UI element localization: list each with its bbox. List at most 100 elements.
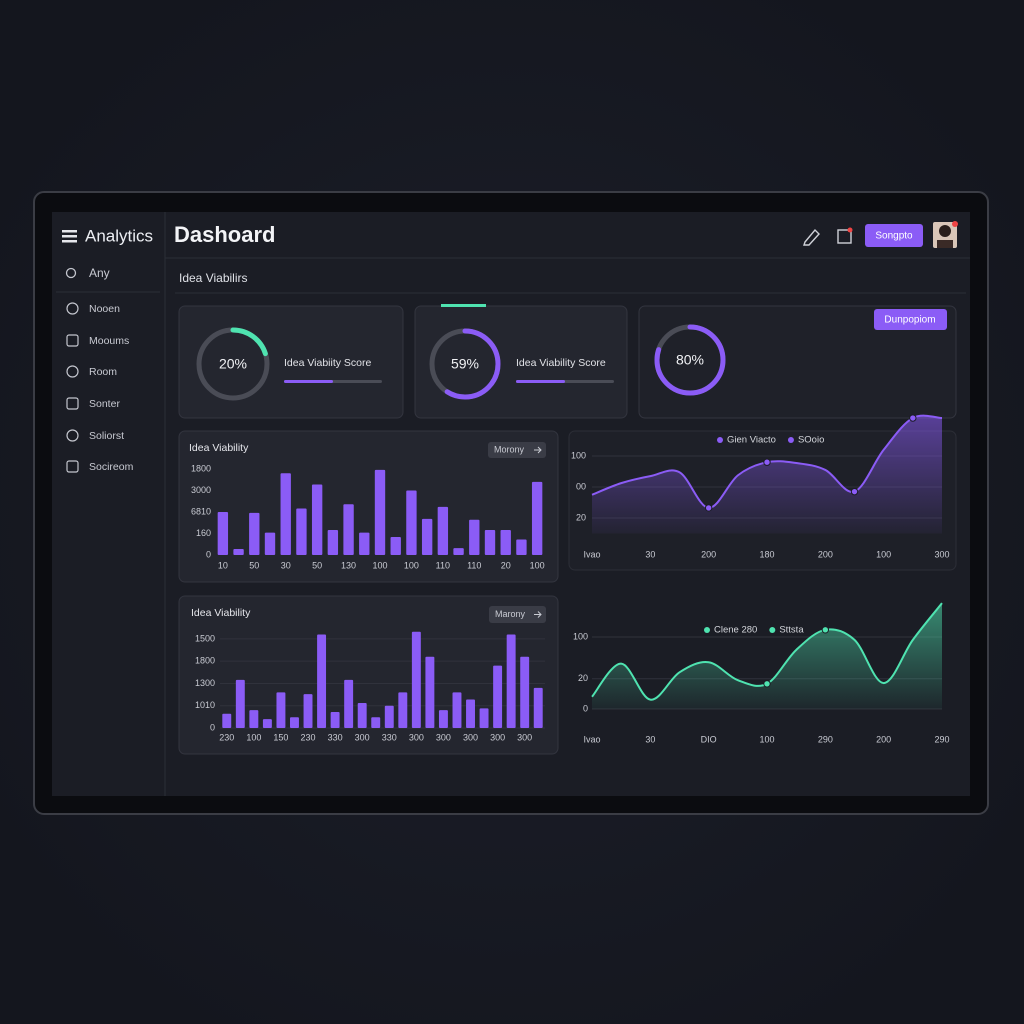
sidebar-title: Analytics	[85, 226, 153, 245]
bar	[233, 548, 244, 555]
chart-button-label: Morony	[494, 444, 525, 454]
chart-button[interactable]	[488, 442, 546, 458]
icon-bar	[62, 240, 77, 243]
x-tick-label: 20	[501, 560, 511, 570]
y-tick-label: 0	[210, 722, 215, 732]
kpi-card	[178, 305, 404, 419]
notification-dot	[847, 227, 853, 233]
x-tick-label: 100	[876, 549, 891, 559]
legend-dot	[704, 627, 710, 633]
nav-item[interactable]: Soliorst	[89, 430, 124, 442]
x-tick-label: 290	[818, 734, 833, 744]
x-tick-label: 200	[876, 734, 891, 744]
y-tick-label: 1800	[191, 463, 211, 473]
bar	[311, 484, 323, 555]
nav-item[interactable]: Socireom	[89, 461, 134, 473]
search-icon	[65, 267, 77, 279]
page-title: Dashoard	[174, 222, 275, 247]
arrow-icon	[534, 611, 542, 618]
bar	[437, 506, 449, 555]
x-tick-label: 300	[355, 732, 370, 742]
bar	[493, 665, 503, 728]
bar	[344, 679, 354, 728]
bar	[520, 656, 530, 728]
kpi-button[interactable]	[874, 309, 947, 330]
nav-item[interactable]: Mooums	[89, 335, 129, 347]
nav-icon	[66, 397, 79, 410]
bar	[371, 717, 381, 728]
nav-icon	[66, 429, 79, 442]
kpi-label: Idea Viabiity Score	[284, 357, 372, 369]
nav-item[interactable]: Nooen	[89, 303, 120, 315]
bar	[500, 530, 511, 555]
bar	[469, 519, 480, 555]
point-marker	[850, 487, 859, 496]
y-tick-label: 1800	[195, 656, 215, 666]
x-tick-label: 150	[273, 732, 288, 742]
x-tick-label: 200	[701, 549, 716, 559]
x-tick-label: 330	[328, 732, 343, 742]
kpi-value: 80%	[676, 352, 704, 368]
avatar-body	[937, 240, 953, 248]
ring-arc	[429, 328, 501, 400]
nav-item[interactable]: Room	[89, 366, 117, 378]
legend-label: Clene 280	[714, 625, 757, 636]
kpi-card	[414, 305, 628, 419]
kpi-button-label: Dunpopiom	[884, 315, 935, 326]
bar	[217, 512, 229, 555]
bar	[330, 711, 340, 728]
chart-title: Idea Viability	[189, 442, 249, 454]
nav-item[interactable]: Any	[89, 266, 110, 280]
point-marker	[821, 626, 830, 634]
x-tick-label: 100	[759, 734, 774, 744]
arrow-icon	[534, 446, 542, 454]
progress-bar	[516, 380, 565, 383]
y-tick-label: 3000	[191, 485, 211, 495]
legend-dot	[769, 627, 776, 633]
bar	[506, 634, 516, 728]
x-tick-label: DIO	[701, 734, 717, 744]
x-tick-label: 300	[463, 732, 478, 742]
nav-item[interactable]: Sonter	[89, 398, 120, 410]
legend-label: Gien Viacto	[727, 435, 776, 446]
bar	[357, 703, 367, 728]
bar	[466, 699, 475, 728]
header-button[interactable]	[865, 224, 923, 247]
nav-icon	[66, 365, 79, 378]
bar	[452, 692, 462, 728]
area-fill	[592, 603, 942, 709]
bar	[249, 710, 259, 728]
ring-arc	[196, 327, 270, 401]
bar	[438, 710, 448, 728]
kpi-value: 20%	[219, 356, 247, 372]
x-tick-label: 100	[404, 560, 419, 570]
chart-button[interactable]	[489, 606, 546, 623]
bar	[262, 719, 272, 728]
nav-icon	[66, 460, 79, 473]
x-tick-label: 300	[409, 732, 424, 742]
x-tick-label: 230	[219, 732, 234, 742]
x-tick-label: 50	[249, 560, 259, 570]
area-fill	[592, 415, 942, 534]
legend-label: Sttsta	[779, 625, 804, 636]
x-tick-label: 110	[436, 560, 450, 570]
notification-icon[interactable]	[837, 229, 852, 244]
edit-icon[interactable]	[803, 228, 820, 246]
y-tick-label: 0	[583, 703, 588, 713]
bar	[290, 717, 299, 728]
point-marker	[909, 414, 917, 422]
hamburger-icon[interactable]	[62, 230, 77, 243]
bar	[421, 518, 433, 555]
x-tick-label: 30	[645, 734, 655, 744]
bar	[531, 481, 543, 555]
bar	[222, 713, 232, 728]
bar	[533, 687, 543, 728]
x-tick-label: 300	[490, 732, 505, 742]
x-tick-label: 110	[467, 560, 481, 570]
x-tick-label: Ivao	[583, 734, 600, 744]
x-tick-label: 200	[818, 549, 833, 559]
ring-arc	[654, 324, 726, 396]
legend-dot	[787, 437, 794, 443]
x-tick-label: 230	[301, 732, 316, 742]
